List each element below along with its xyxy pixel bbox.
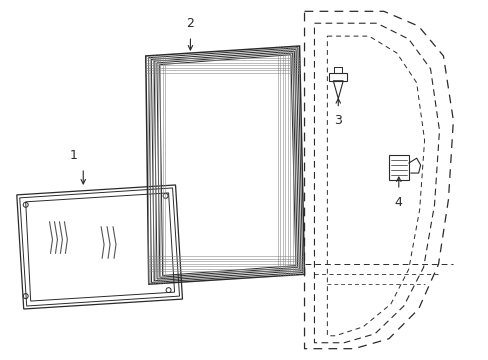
Text: 2: 2: [186, 17, 194, 30]
Text: 4: 4: [394, 196, 402, 209]
Text: 3: 3: [334, 114, 342, 127]
Text: 1: 1: [69, 149, 77, 162]
